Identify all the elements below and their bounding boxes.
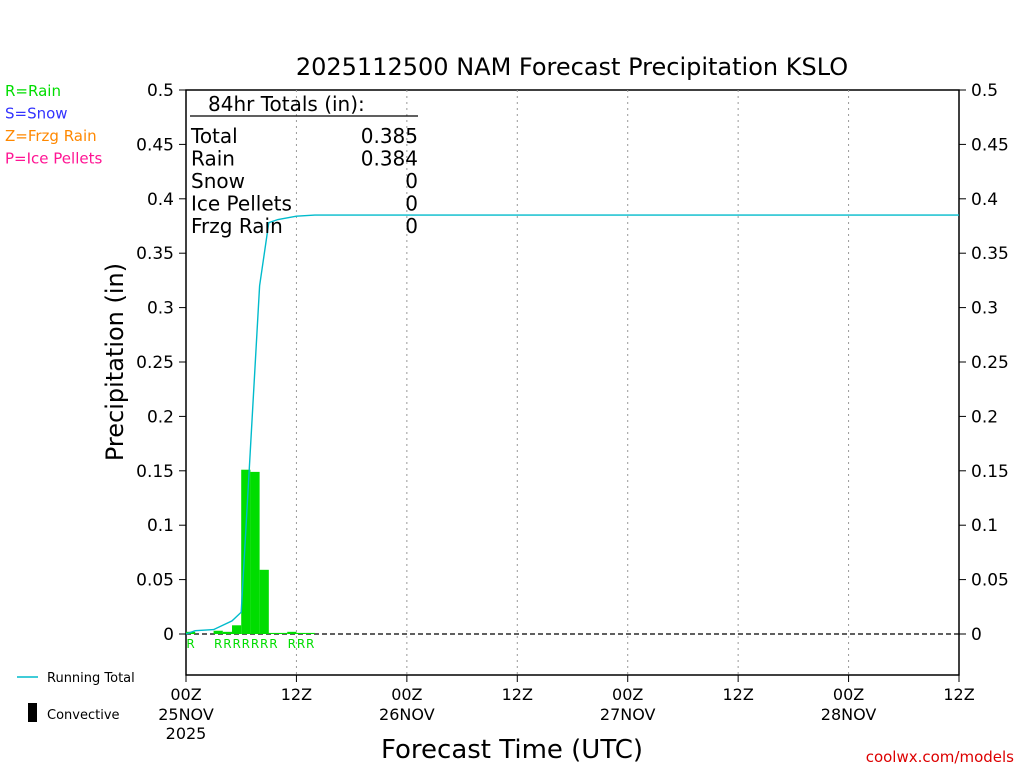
running-total-legend-label: Running Total bbox=[47, 671, 135, 686]
totals-row-value: 0 bbox=[405, 169, 418, 193]
ptype-marker: R bbox=[306, 637, 314, 651]
precip-bar bbox=[268, 632, 279, 634]
ptype-marker: R bbox=[260, 637, 268, 651]
y-tick-label-left: 0.4 bbox=[147, 190, 174, 210]
y-tick-label-right: 0.25 bbox=[971, 353, 1009, 373]
y-tick-label-left: 0.15 bbox=[136, 462, 174, 482]
credit-text: coolwx.com/models bbox=[866, 748, 1014, 766]
y-tick-label-right: 0.4 bbox=[971, 190, 998, 210]
precip-bar bbox=[287, 631, 297, 634]
chart-title: 2025112500 NAM Forecast Precipitation KS… bbox=[296, 53, 848, 81]
ptype-legend-item: S=Snow bbox=[5, 105, 68, 123]
ptype-legend-item: Z=Frzg Rain bbox=[5, 127, 97, 145]
ptype-legend-item: R=Rain bbox=[5, 82, 61, 100]
ptype-legend: R=Rain S=Snow Z=Frzg Rain P=Ice Pellets bbox=[5, 82, 102, 168]
x-tick-label: 00Z bbox=[612, 685, 643, 704]
x-tick-date: 28NOV bbox=[821, 705, 877, 724]
y-tick-label-right: 0.45 bbox=[971, 135, 1009, 155]
ptype-marker: R bbox=[251, 637, 259, 651]
precip-bar bbox=[222, 631, 233, 634]
x-tick-label: 00Z bbox=[833, 685, 864, 704]
totals-row-label: Rain bbox=[191, 147, 235, 171]
ptype-legend-item: P=Ice Pellets bbox=[5, 150, 102, 168]
y-axis-label: Precipitation (in) bbox=[101, 263, 129, 461]
totals-row-value: 0.385 bbox=[361, 124, 418, 148]
totals-row-value: 0 bbox=[405, 214, 418, 238]
y-tick-label-left: 0.25 bbox=[136, 353, 174, 373]
y-tick-label-right: 0.3 bbox=[971, 299, 998, 319]
totals-row-label: Ice Pellets bbox=[191, 192, 292, 216]
y-tick-label-left: 0.3 bbox=[147, 299, 174, 319]
ptype-marker: R bbox=[242, 637, 250, 651]
precip-bar bbox=[305, 632, 315, 634]
y-tick-label-left: 0 bbox=[163, 625, 174, 645]
x-tick-label: 00Z bbox=[170, 685, 201, 704]
y-tick-label-right: 0 bbox=[971, 625, 982, 645]
y-axis-right-ticks: 0 0.05 0.1 0.15 0.2 0.25 0.3 0.35 0.4 0.45 0.5 bbox=[959, 81, 1009, 645]
x-tick-label: 12Z bbox=[722, 685, 753, 704]
y-tick-label-left: 0.2 bbox=[147, 407, 174, 427]
y-tick-label-right: 0.15 bbox=[971, 462, 1009, 482]
x-axis-label: Forecast Time (UTC) bbox=[381, 735, 643, 765]
y-tick-label-right: 0.1 bbox=[971, 516, 998, 536]
x-tick-label: 00Z bbox=[391, 685, 422, 704]
convective-legend-label: Convective bbox=[47, 708, 120, 723]
ptype-marker: R bbox=[269, 637, 277, 651]
precip-bar bbox=[213, 630, 223, 634]
totals-row-value: 0.384 bbox=[361, 147, 418, 171]
precip-bar bbox=[241, 469, 251, 634]
y-tick-label-left: 0.05 bbox=[136, 571, 174, 591]
x-tick-date: 27NOV bbox=[600, 705, 656, 724]
y-tick-label-right: 0.35 bbox=[971, 244, 1009, 264]
totals-row-label: Frzg Rain bbox=[191, 214, 283, 238]
convective-legend-swatch bbox=[28, 703, 37, 722]
precip-bar bbox=[296, 632, 306, 634]
totals-row-value: 0 bbox=[405, 192, 418, 216]
precip-bar bbox=[232, 625, 242, 634]
x-tick-date: 25NOV bbox=[158, 705, 214, 724]
precip-bar bbox=[278, 632, 288, 634]
precip-bar bbox=[250, 471, 260, 634]
ptype-marker: R bbox=[232, 637, 240, 651]
ptype-marker: R bbox=[214, 637, 222, 651]
plot-frame bbox=[185, 89, 960, 676]
y-tick-label-right: 0.2 bbox=[971, 407, 998, 427]
x-tick-date: 26NOV bbox=[379, 705, 435, 724]
ptype-marker: R bbox=[223, 637, 231, 651]
x-tick-label: 12Z bbox=[943, 685, 974, 704]
ptype-marker: R bbox=[186, 637, 194, 651]
y-tick-label-right: 0.5 bbox=[971, 81, 998, 101]
totals-row-label: Total bbox=[190, 124, 238, 148]
y-axis-left-ticks: 0 0.05 0.1 0.15 0.2 0.25 0.3 0.35 0.4 0.45 0.5 bbox=[136, 81, 186, 645]
precip-bars bbox=[186, 469, 315, 634]
y-tick-label-left: 0.35 bbox=[136, 244, 174, 264]
y-tick-label-left: 0.5 bbox=[147, 81, 174, 101]
running-total-line bbox=[185, 214, 959, 635]
vertical-gridlines bbox=[295, 90, 850, 675]
totals-box: 84hr Totals (in): Total 0.385 Rain 0.384 Sno… bbox=[190, 92, 418, 238]
totals-rows: Total 0.385 Rain 0.384 Snow 0 Ice Pellets 0 Frzg… bbox=[190, 124, 418, 238]
precip-bar bbox=[259, 569, 269, 634]
y-tick-label-right: 0.05 bbox=[971, 571, 1009, 591]
totals-header: 84hr Totals (in): bbox=[208, 92, 365, 116]
x-tick-label: 12Z bbox=[281, 685, 312, 704]
x-tick-label: 12Z bbox=[502, 685, 533, 704]
totals-row-label: Snow bbox=[191, 169, 245, 193]
y-tick-label-left: 0.45 bbox=[136, 135, 174, 155]
x-tick-year: 2025 bbox=[166, 724, 207, 743]
y-tick-label-left: 0.1 bbox=[147, 516, 174, 536]
ptype-marker: R bbox=[297, 637, 305, 651]
ptype-marker: R bbox=[288, 637, 296, 651]
